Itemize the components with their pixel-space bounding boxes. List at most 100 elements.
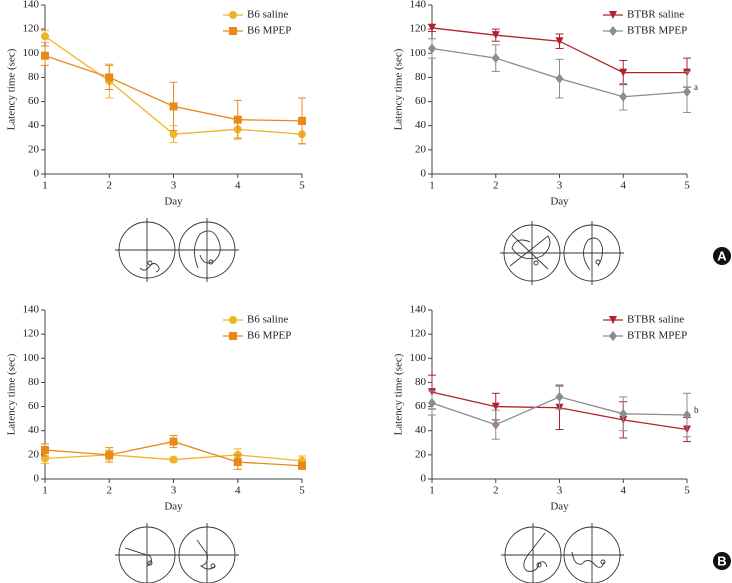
panel-label: B: [717, 553, 726, 568]
y-tick-label: 60: [415, 95, 427, 107]
marker: [41, 32, 49, 41]
marker: [555, 391, 564, 402]
legend-label: B6 MPEP: [247, 25, 291, 37]
marker: [619, 68, 628, 77]
y-tick-label: 140: [23, 0, 40, 11]
marker: [555, 37, 564, 46]
x-tick-label: 5: [684, 485, 690, 497]
x-tick-label: 3: [171, 485, 177, 497]
legend-marker: [609, 316, 617, 324]
x-tick-label: 4: [621, 180, 627, 192]
y-tick-label: 100: [410, 352, 427, 364]
legend-marker: [229, 332, 237, 340]
y-tick-label: 0: [34, 168, 40, 180]
x-tick-label: 1: [429, 485, 435, 497]
y-tick-label: 60: [415, 400, 427, 412]
marker: [428, 23, 436, 32]
y-tick-label: 20: [415, 448, 427, 460]
marker: [169, 102, 178, 111]
y-tick-label: 100: [23, 47, 40, 59]
y-axis-label: Latency time (sec): [6, 353, 18, 435]
legend-label: BTBR saline: [627, 314, 684, 326]
marker: [169, 437, 178, 446]
x-axis-label: Day: [550, 501, 569, 513]
marker: [555, 73, 564, 84]
marker: [619, 408, 628, 419]
panel-label: A: [717, 248, 727, 263]
marker: [298, 116, 306, 125]
legend-label: BTBR MPEP: [627, 330, 687, 342]
x-tick-label: 1: [42, 180, 48, 192]
x-tick-label: 5: [684, 180, 690, 192]
y-tick-label: 120: [410, 23, 427, 35]
x-tick-label: 1: [429, 180, 435, 192]
marker: [298, 461, 306, 470]
y-axis-label: Latency time (sec): [6, 48, 18, 130]
annotation: b: [694, 405, 699, 415]
x-tick-label: 5: [299, 180, 305, 192]
y-axis-label: Latency time (sec): [393, 353, 405, 435]
y-tick-label: 0: [421, 168, 427, 180]
annotation: a: [694, 82, 698, 92]
x-tick-label: 2: [107, 180, 113, 192]
y-tick-label: 140: [410, 0, 427, 11]
legend-label: B6 MPEP: [247, 330, 291, 342]
x-tick-label: 4: [235, 180, 241, 192]
y-tick-label: 120: [23, 23, 40, 35]
panel-badge: [713, 247, 731, 265]
y-tick-label: 40: [28, 119, 40, 131]
legend-marker: [609, 11, 617, 19]
x-tick-label: 4: [235, 485, 241, 497]
marker: [491, 31, 500, 40]
y-tick-label: 60: [28, 95, 40, 107]
marker: [491, 419, 500, 430]
x-tick-label: 5: [299, 485, 305, 497]
x-axis-label: Day: [550, 196, 569, 208]
y-tick-label: 20: [28, 448, 40, 460]
y-tick-label: 140: [410, 304, 427, 316]
marker: [233, 458, 242, 467]
y-tick-label: 140: [23, 304, 40, 316]
maze-drawings: [115, 218, 624, 583]
y-tick-label: 80: [415, 71, 427, 83]
y-tick-label: 80: [28, 376, 40, 388]
marker: [169, 130, 178, 139]
marker: [428, 43, 436, 54]
marker: [233, 115, 242, 124]
y-tick-label: 80: [415, 376, 427, 388]
x-tick-label: 4: [621, 485, 627, 497]
x-tick-label: 2: [107, 485, 113, 497]
y-tick-label: 60: [28, 400, 40, 412]
y-tick-label: 100: [410, 47, 427, 59]
marker: [491, 53, 500, 64]
marker: [683, 410, 691, 421]
y-axis-label: Latency time (sec): [393, 48, 405, 130]
y-tick-label: 80: [28, 71, 40, 83]
marker: [491, 402, 500, 411]
legend-label: B6 saline: [247, 9, 288, 21]
y-tick-label: 40: [28, 424, 40, 436]
marker: [105, 450, 114, 459]
marker: [105, 73, 114, 82]
legend-marker: [229, 316, 237, 324]
x-axis-label: Day: [164, 501, 183, 513]
x-tick-label: 1: [42, 485, 48, 497]
y-tick-label: 40: [415, 119, 427, 131]
legend-label: BTBR saline: [627, 9, 684, 21]
marker: [169, 455, 178, 464]
legend-marker: [229, 11, 237, 19]
legend-label: BTBR MPEP: [627, 25, 687, 37]
x-axis-label: Day: [164, 196, 183, 208]
x-tick-label: 3: [557, 485, 563, 497]
y-tick-label: 40: [415, 424, 427, 436]
x-tick-label: 2: [493, 485, 499, 497]
y-tick-label: 0: [421, 473, 427, 485]
y-tick-label: 20: [415, 143, 427, 155]
y-tick-label: 120: [23, 328, 40, 340]
marker: [619, 91, 628, 102]
marker: [41, 51, 49, 60]
panel-badge: [713, 552, 731, 570]
legend-label: B6 saline: [247, 314, 288, 326]
marker: [683, 86, 691, 97]
